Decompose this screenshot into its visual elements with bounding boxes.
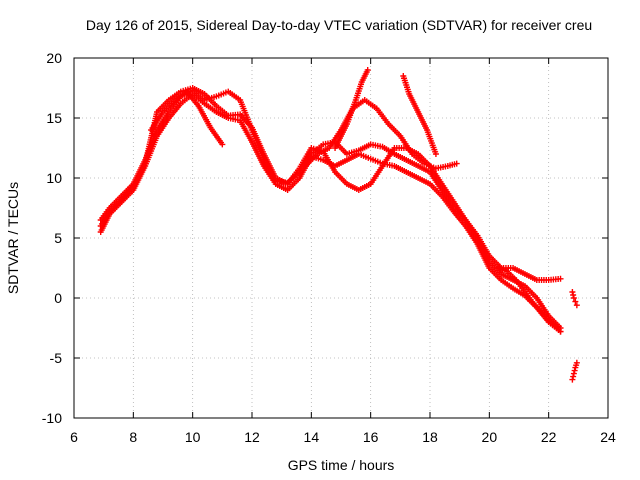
series-track-4 — [148, 88, 226, 148]
x-tick-label: 12 — [244, 429, 260, 445]
data-point — [573, 302, 580, 309]
x-tick-label: 22 — [541, 429, 557, 445]
data-point — [572, 298, 579, 305]
y-axis-label: SDTVAR / TECUs — [5, 182, 21, 294]
x-axis-ticks: 6 8 10 12 14 16 18 20 22 24 — [70, 58, 616, 445]
data-point — [219, 141, 226, 148]
data-point — [557, 275, 564, 282]
series-track-10 — [569, 359, 580, 383]
chart-title: Day 126 of 2015, Sidereal Day-to-day VTE… — [86, 17, 592, 33]
y-tick-label: 5 — [54, 230, 62, 246]
y-tick-label: 20 — [46, 50, 62, 66]
y-tick-label: 10 — [46, 170, 62, 186]
data-point — [570, 373, 577, 380]
x-tick-label: 24 — [600, 429, 616, 445]
data-point — [364, 67, 371, 73]
x-tick-label: 18 — [422, 429, 438, 445]
x-tick-label: 8 — [129, 429, 137, 445]
grid — [74, 58, 608, 418]
y-tick-label: -5 — [50, 350, 63, 366]
data-point — [570, 292, 577, 298]
data-point — [557, 328, 564, 335]
data-point — [571, 367, 578, 374]
data-point — [570, 370, 577, 377]
data-point — [570, 295, 577, 301]
series-track-9 — [569, 289, 580, 309]
series-track-6 — [332, 67, 371, 151]
x-axis-label: GPS time / hours — [288, 457, 395, 473]
series-track-7 — [400, 73, 439, 157]
data-point — [569, 376, 576, 383]
x-tick-label: 6 — [70, 429, 78, 445]
series-track-3 — [97, 85, 564, 283]
data-point — [432, 151, 439, 157]
y-tick-label: 15 — [46, 110, 62, 126]
data-point — [569, 289, 576, 295]
y-tick-label: -10 — [42, 410, 62, 426]
series-track-5 — [302, 97, 460, 172]
x-tick-label: 16 — [363, 429, 379, 445]
data-point — [453, 160, 460, 167]
x-tick-label: 20 — [482, 429, 498, 445]
data-points — [97, 67, 580, 383]
series-track-8 — [495, 265, 564, 335]
y-axis-ticks: -10 -5 0 5 10 15 20 — [42, 50, 608, 426]
data-point — [573, 359, 580, 366]
x-tick-label: 10 — [185, 429, 201, 445]
y-tick-label: 0 — [54, 290, 62, 306]
x-tick-label: 14 — [304, 429, 320, 445]
